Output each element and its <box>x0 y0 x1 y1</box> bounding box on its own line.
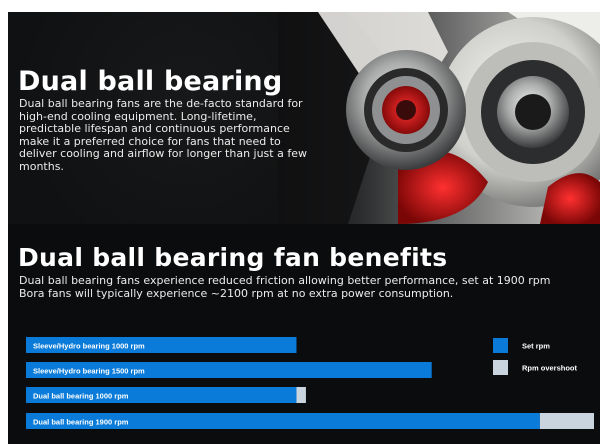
benefits-section <box>8 224 600 444</box>
bar-category-label: Sleeve/Hydro bearing 1000 rpm <box>33 342 145 351</box>
bar-rpm-overshoot <box>539 413 594 429</box>
bar-rpm-overshoot <box>296 387 306 403</box>
bar-category-label: Dual ball bearing 1000 rpm <box>33 392 129 401</box>
benefits-description: Dual ball bearing fans experience reduce… <box>19 274 551 300</box>
bar-category-label: Sleeve/Hydro bearing 1500 rpm <box>33 367 145 376</box>
legend-swatch-rpm-overshoot <box>493 360 508 375</box>
bar-set-rpm <box>26 337 297 353</box>
legend-swatch-set-rpm <box>493 338 508 353</box>
legend-label-set-rpm: Set rpm <box>522 342 550 351</box>
bar-set-rpm <box>26 413 540 429</box>
hero-title: Dual ball bearing <box>18 66 283 97</box>
infographic-panel: Dual ball bearing Dual ball bearing fans… <box>8 12 600 444</box>
hero-description: Dual ball bearing fans are the de-facto … <box>19 97 307 173</box>
bar-set-rpm <box>26 362 432 378</box>
bar-category-label: Dual ball bearing 1900 rpm <box>33 418 129 427</box>
bar-set-rpm <box>26 387 297 403</box>
legend-label-rpm-overshoot: Rpm overshoot <box>522 364 578 373</box>
benefits-title: Dual ball bearing fan benefits <box>18 243 448 272</box>
rpm-bar-chart: Sleeve/Hydro bearing 1000 rpm Sleeve/Hydr… <box>26 337 594 429</box>
fan-bearing-photo <box>278 12 600 224</box>
